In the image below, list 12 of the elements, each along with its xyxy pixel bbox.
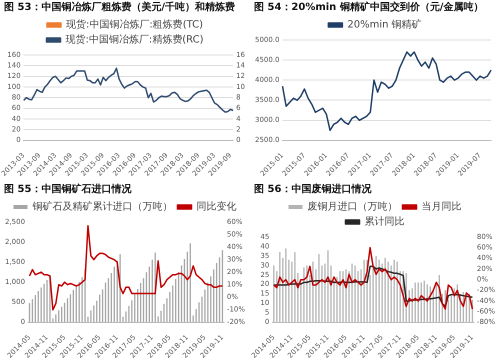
chart-title: 图 53：中国铜冶炼厂粗炼费（美元/千吨）和精炼费 [3,0,236,15]
legend-label: 累计同比 [364,215,404,228]
chart-title: 图 54：20%min 铜精矿中国交到价（元/金属吨） [253,0,484,15]
legend-label: 铜矿石及精矿累计进口（万吨） [32,200,172,212]
legend-label: 现货:中国铜冶炼厂:粗炼费(TC) [66,18,204,31]
legend-label: 当月同比 [422,200,462,212]
chart-title: 图 56：中国废铜进口情况 [253,182,372,196]
legend-label: 现货:中国铜冶炼厂:精炼费(RC) [66,34,204,46]
legend-label: 20%min 铜精矿 [347,18,422,31]
legend-label: 同比变化 [196,200,236,212]
legend-label: 废铜月进口（万吨） [308,200,398,212]
chart-title: 图 55：中国铜矿石进口情况 [3,182,132,196]
